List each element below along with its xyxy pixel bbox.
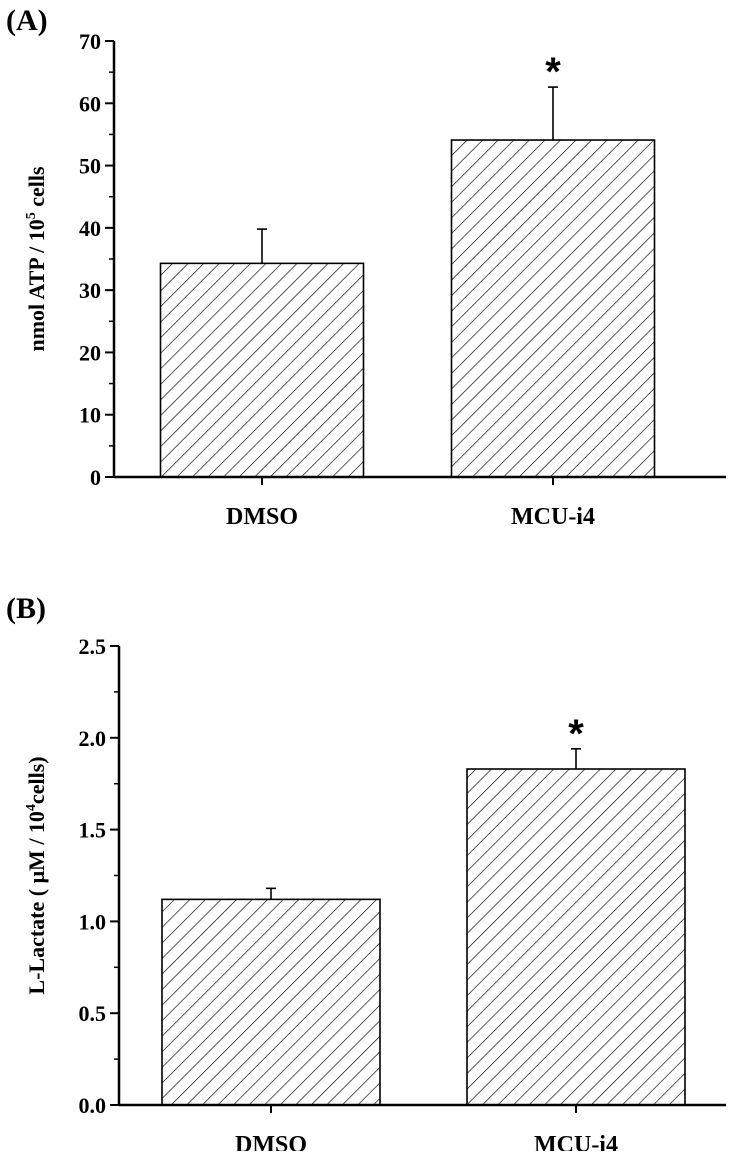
x-label-mcu-i4-a: MCU-i4 (511, 504, 595, 530)
y-tick-label-b: 0.5 (79, 1001, 107, 1026)
y-axis-title-b-main: L-Lactate ( μM / 10 (24, 811, 49, 995)
bar-dmso-b (161, 898, 381, 1106)
y-tick-label-b: 2.0 (79, 726, 107, 751)
significance-b: * (568, 712, 584, 756)
y-axis-title-b-sup: 4 (24, 804, 39, 811)
significance-star-mcu-i4-a: * (545, 50, 561, 94)
y-tick-label-a: 20 (79, 340, 101, 365)
y-tick-label-b: 0.0 (79, 1093, 107, 1118)
y-tick-label-b: 2.5 (79, 634, 107, 659)
bar-mcu-i4-b (466, 768, 686, 1106)
y-axis-title-a-tail: cells (24, 166, 49, 212)
y-ticks-b: 0.0 0.5 1.0 1.5 2.0 2.5 (79, 634, 119, 1118)
x-label-dmso-b: DMSO (235, 1132, 307, 1151)
x-labels-b: DMSO MCU-i4 (235, 1132, 618, 1156)
x-label-dmso-a: DMSO (226, 504, 298, 530)
y-tick-label-a: 50 (79, 154, 101, 179)
y-axis-title-a-sup: 5 (24, 212, 39, 219)
y-ticks-a: 0 10 20 30 40 50 60 70 (79, 29, 114, 490)
bars-a (159, 86, 656, 478)
y-tick-label-a: 40 (79, 216, 101, 241)
chart-b: (B) 0.0 0.5 1.0 1.5 2.0 2.5 DMSO MCU-i4 * L-L… (6, 592, 726, 1156)
y-axis-title-a-main: nmol ATP / 10 (24, 219, 49, 351)
y-tick-label-a: 30 (79, 278, 101, 303)
y-tick-label-b: 1.0 (79, 909, 107, 934)
bars-b (161, 748, 686, 1106)
y-axis-title-b: L-Lactate ( μM / 104cells) (24, 756, 49, 994)
x-label-mcu-i4-b: MCU-i4 (534, 1132, 618, 1151)
y-tick-label-a: 60 (79, 91, 101, 116)
bar-dmso-a (159, 262, 365, 478)
bar-mcu-i4-a (450, 139, 656, 478)
significance-star-mcu-i4-b: * (568, 712, 584, 756)
y-tick-label-a: 10 (79, 403, 101, 428)
y-tick-label-a: 70 (79, 29, 101, 54)
panel-label-b: (B) (6, 592, 46, 625)
x-labels-a: DMSO MCU-i4 (226, 504, 595, 530)
y-tick-label-a: 0 (90, 465, 101, 490)
y-tick-label-b: 1.5 (79, 818, 107, 843)
panel-label-a: (A) (6, 4, 48, 37)
y-axis-title-a: nmol ATP / 105 cells (24, 166, 49, 351)
significance-a: * (545, 50, 561, 94)
chart-a: (A) 0 10 20 30 40 50 60 70 DMSO MCU-i4 * nmol A… (6, 4, 726, 530)
y-axis-title-b-tail: cells) (24, 756, 49, 804)
